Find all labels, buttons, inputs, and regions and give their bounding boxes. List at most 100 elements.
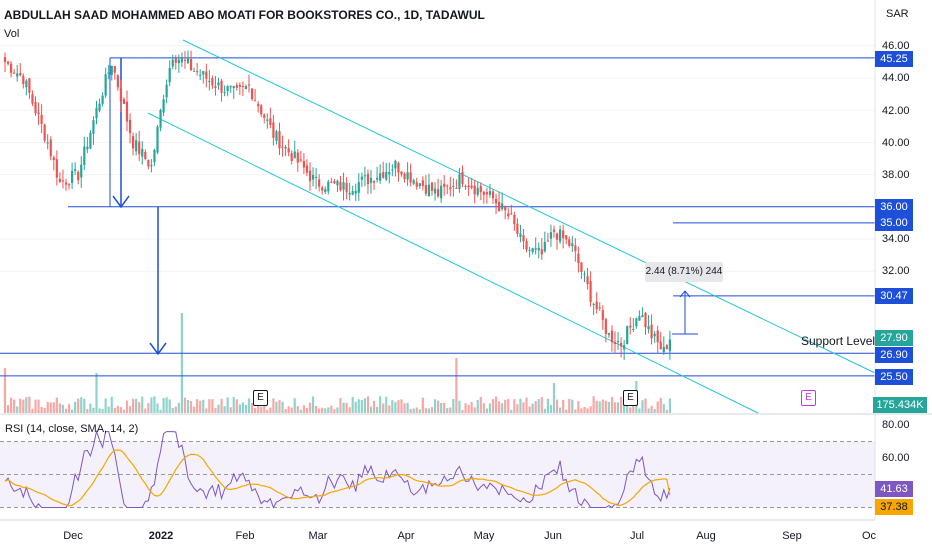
- candle-body: [385, 171, 388, 180]
- volume-bar: [406, 402, 409, 413]
- volume-bar: [650, 405, 653, 413]
- candle-body: [461, 171, 464, 184]
- candle-body: [189, 59, 193, 71]
- volume-bar: [104, 398, 107, 413]
- candle-body: [125, 101, 129, 122]
- candle-body: [275, 131, 278, 141]
- volume-bar: [363, 398, 366, 413]
- volume-bar: [254, 408, 257, 413]
- candle-body: [510, 213, 513, 215]
- candle-body: [455, 187, 458, 189]
- volume-bar: [199, 400, 202, 413]
- chart-title: ABDULLAH SAAD MOHAMMED ABO MOATI FOR BOO…: [4, 8, 485, 22]
- candle-body: [650, 324, 653, 339]
- candle-body: [565, 235, 568, 240]
- candle-body: [281, 146, 284, 148]
- volume-bar: [49, 402, 52, 413]
- volume-bar: [546, 398, 549, 413]
- candle-body: [635, 318, 638, 327]
- candle-body: [116, 75, 119, 88]
- candle-body: [205, 71, 208, 79]
- volume-bar: [171, 407, 174, 413]
- candle-body: [31, 94, 34, 104]
- earnings-marker-upcoming[interactable]: E: [801, 390, 816, 406]
- candle-body: [55, 159, 58, 178]
- volume-bar: [238, 404, 241, 413]
- candle-body: [80, 164, 83, 178]
- candle-body: [202, 71, 205, 75]
- volume-bar: [86, 409, 89, 413]
- price-tick: 32.00: [882, 265, 910, 277]
- candle-body: [491, 191, 495, 199]
- volume-bar: [528, 406, 531, 413]
- volume-bar: [366, 396, 370, 413]
- volume-bar: [162, 398, 165, 413]
- volume-bar: [403, 403, 406, 413]
- volume-bar: [211, 399, 214, 413]
- volume-bar: [565, 409, 568, 413]
- volume-tag: 175.434K: [873, 397, 927, 413]
- candle-body: [647, 326, 650, 330]
- volume-bar: [110, 396, 113, 413]
- candle-body: [263, 114, 266, 118]
- volume-bar: [16, 406, 19, 413]
- volume-bar: [501, 403, 504, 413]
- volume-bar: [235, 399, 238, 413]
- candle-body: [16, 73, 19, 77]
- volume-bar: [77, 398, 80, 413]
- volume-bar: [132, 398, 135, 413]
- volume-bar: [540, 397, 543, 413]
- candle-body: [37, 112, 40, 115]
- candle-body: [74, 169, 77, 171]
- candle-body: [595, 301, 598, 310]
- channel-lower: [147, 112, 759, 414]
- candle-body: [424, 184, 427, 194]
- volume-bar: [653, 409, 656, 413]
- candle-body: [531, 248, 534, 253]
- candle-body: [379, 173, 382, 181]
- price-tick: 46.00: [882, 40, 910, 52]
- volume-bar: [318, 408, 321, 413]
- volume-bar: [71, 409, 74, 413]
- volume-bar: [555, 399, 559, 413]
- candle-body: [653, 333, 656, 337]
- candle-body: [40, 114, 43, 125]
- volume-bar: [174, 406, 177, 413]
- candle-body: [540, 249, 543, 255]
- volume-bar: [568, 398, 571, 413]
- volume-bar: [360, 400, 363, 413]
- candle-body: [336, 180, 339, 186]
- candle-body: [345, 182, 348, 193]
- earnings-marker[interactable]: E: [253, 390, 268, 406]
- candle-body: [580, 262, 583, 273]
- candle-body: [110, 65, 113, 75]
- time-tick: Mar: [308, 530, 328, 542]
- volume-bar: [293, 398, 296, 413]
- volume-bar: [336, 407, 339, 413]
- volume-bar: [455, 358, 458, 413]
- grid-lines: [0, 45, 875, 272]
- volume-bar: [491, 399, 495, 413]
- time-tick: Jun: [544, 530, 562, 542]
- candle-body: [128, 119, 132, 134]
- candle-body: [525, 241, 528, 250]
- candle-body: [430, 182, 434, 191]
- candle-body: [171, 59, 174, 67]
- volume-bar: [482, 403, 485, 413]
- volume-bar: [83, 398, 86, 413]
- candle-body: [299, 159, 302, 161]
- time-tick: Jul: [629, 530, 645, 542]
- volume-bar: [376, 406, 379, 413]
- volume-bar: [296, 406, 299, 413]
- earnings-marker[interactable]: E: [623, 390, 638, 406]
- candle-body: [98, 103, 101, 111]
- support-level-label: Support Level: [801, 334, 876, 348]
- candle-body: [315, 176, 318, 178]
- volume-bar: [58, 403, 61, 413]
- candle-body: [6, 61, 10, 64]
- candle-body: [440, 185, 443, 199]
- candle-body: [247, 84, 251, 86]
- candle-body: [571, 243, 574, 247]
- candle-body: [470, 185, 473, 188]
